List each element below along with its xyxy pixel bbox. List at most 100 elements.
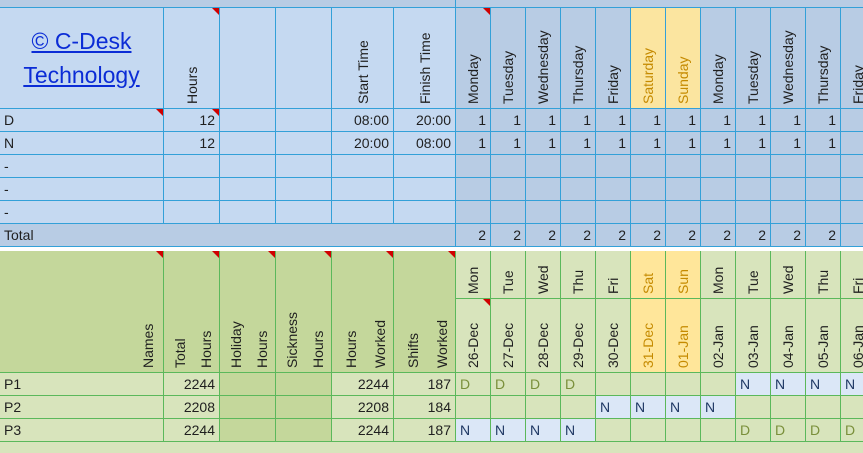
shift-count-cell[interactable] <box>701 155 736 178</box>
roster-cell[interactable]: N <box>631 396 666 419</box>
total-count-cell[interactable]: 2 <box>526 224 561 247</box>
weekday-header-4[interactable]: Friday <box>596 8 631 109</box>
roster-cell[interactable]: N <box>771 373 806 396</box>
roster-cell[interactable]: D <box>806 419 841 442</box>
shift-count-cell[interactable] <box>841 201 863 224</box>
shift-count-cell[interactable] <box>666 201 701 224</box>
weekday-header-9[interactable]: Wednesday <box>771 8 806 109</box>
roster-cell[interactable] <box>701 373 736 396</box>
shift-count-cell[interactable] <box>526 178 561 201</box>
staff-sickness-cell[interactable] <box>276 396 332 419</box>
shift-count-cell[interactable]: 1 <box>491 109 526 132</box>
date-header[interactable]: 29-Dec <box>561 299 596 373</box>
shift-count-cell[interactable]: 1 <box>561 109 596 132</box>
roster-cell[interactable]: D <box>771 419 806 442</box>
roster-cell[interactable]: N <box>806 373 841 396</box>
staff-shifts-cell[interactable]: 184 <box>394 396 456 419</box>
staff-shifts-cell[interactable]: 187 <box>394 419 456 442</box>
date-header[interactable]: 03-Jan <box>736 299 771 373</box>
day-short-header[interactable]: Mon <box>456 251 491 299</box>
day-short-header[interactable]: Sat <box>631 251 666 299</box>
shift-finish-cell[interactable]: 08:00 <box>394 132 456 155</box>
shift-hours-cell[interactable] <box>164 155 220 178</box>
shift-finish-cell[interactable] <box>394 155 456 178</box>
shift-count-cell[interactable]: 1 <box>701 132 736 155</box>
total-label-cell[interactable]: Total <box>0 224 456 247</box>
shift-count-cell[interactable] <box>806 178 841 201</box>
roster-cell[interactable]: N <box>491 419 526 442</box>
shift-blank-cell[interactable] <box>276 132 332 155</box>
roster-cell[interactable]: D <box>561 373 596 396</box>
shift-count-cell[interactable] <box>631 155 666 178</box>
roster-cell[interactable]: N <box>841 373 863 396</box>
header-shifts-worked[interactable]: Shifts Worked <box>394 251 456 373</box>
weekday-header-10[interactable]: Thursday <box>806 8 841 109</box>
roster-cell[interactable] <box>596 373 631 396</box>
header-hours-worked[interactable]: Hours Worked <box>332 251 394 373</box>
staff-total-cell[interactable]: 2208 <box>164 396 220 419</box>
roster-cell[interactable]: N <box>736 373 771 396</box>
shift-count-cell[interactable]: 1 <box>841 132 863 155</box>
shift-count-cell[interactable] <box>456 201 491 224</box>
shift-count-cell[interactable]: 1 <box>736 109 771 132</box>
header-total-hours[interactable]: Total Hours <box>164 251 220 373</box>
shift-count-cell[interactable]: 1 <box>806 109 841 132</box>
day-short-header[interactable]: Thu <box>806 251 841 299</box>
roster-cell[interactable]: D <box>456 373 491 396</box>
shift-code-cell[interactable]: - <box>0 155 164 178</box>
shift-blank-cell[interactable] <box>276 201 332 224</box>
shift-hours-cell[interactable]: 12 <box>164 132 220 155</box>
shift-count-cell[interactable] <box>701 178 736 201</box>
shift-count-cell[interactable] <box>841 155 863 178</box>
shift-count-cell[interactable]: 1 <box>806 132 841 155</box>
shift-count-cell[interactable] <box>526 201 561 224</box>
shift-code-cell[interactable]: N <box>0 132 164 155</box>
total-count-cell[interactable]: 2 <box>666 224 701 247</box>
shift-code-cell[interactable]: - <box>0 178 164 201</box>
roster-cell[interactable] <box>561 396 596 419</box>
shift-blank-cell[interactable] <box>220 178 276 201</box>
roster-cell[interactable] <box>771 396 806 419</box>
day-short-header[interactable]: Wed <box>526 251 561 299</box>
shift-count-cell[interactable] <box>491 178 526 201</box>
total-count-cell[interactable]: 2 <box>841 224 863 247</box>
roster-cell[interactable]: N <box>701 396 736 419</box>
total-count-cell[interactable]: 2 <box>561 224 596 247</box>
total-count-cell[interactable]: 2 <box>631 224 666 247</box>
shift-blank-cell[interactable] <box>220 201 276 224</box>
shift-blank-cell[interactable] <box>276 109 332 132</box>
shift-count-cell[interactable] <box>456 155 491 178</box>
date-header[interactable]: 02-Jan <box>701 299 736 373</box>
day-short-header[interactable]: Mon <box>701 251 736 299</box>
day-short-header[interactable]: Fri <box>841 251 863 299</box>
shift-count-cell[interactable]: 1 <box>771 132 806 155</box>
shift-count-cell[interactable] <box>736 155 771 178</box>
date-header[interactable]: 01-Jan <box>666 299 701 373</box>
shift-count-cell[interactable] <box>596 155 631 178</box>
roster-cell[interactable] <box>631 419 666 442</box>
date-header[interactable]: 06-Jan <box>841 299 863 373</box>
shift-count-cell[interactable] <box>666 155 701 178</box>
shift-count-cell[interactable]: 1 <box>666 132 701 155</box>
roster-cell[interactable] <box>666 373 701 396</box>
shift-hours-cell[interactable] <box>164 178 220 201</box>
staff-name-cell[interactable]: P1 <box>0 373 164 396</box>
shift-blank-cell[interactable] <box>220 109 276 132</box>
day-short-header[interactable]: Sun <box>666 251 701 299</box>
shift-count-cell[interactable]: 1 <box>701 109 736 132</box>
total-count-cell[interactable]: 2 <box>736 224 771 247</box>
roster-cell[interactable]: D <box>736 419 771 442</box>
weekday-header-0[interactable]: Monday <box>456 8 491 109</box>
shift-code-cell[interactable]: - <box>0 201 164 224</box>
roster-cell[interactable]: N <box>561 419 596 442</box>
shift-count-cell[interactable] <box>841 178 863 201</box>
date-header[interactable]: 30-Dec <box>596 299 631 373</box>
shift-count-cell[interactable] <box>456 178 491 201</box>
roster-cell[interactable] <box>736 396 771 419</box>
shift-count-cell[interactable] <box>596 201 631 224</box>
shift-count-cell[interactable] <box>596 178 631 201</box>
date-header[interactable]: 04-Jan <box>771 299 806 373</box>
shift-count-cell[interactable]: 1 <box>841 109 863 132</box>
weekday-header-5[interactable]: Saturday <box>631 8 666 109</box>
shift-count-cell[interactable] <box>491 201 526 224</box>
